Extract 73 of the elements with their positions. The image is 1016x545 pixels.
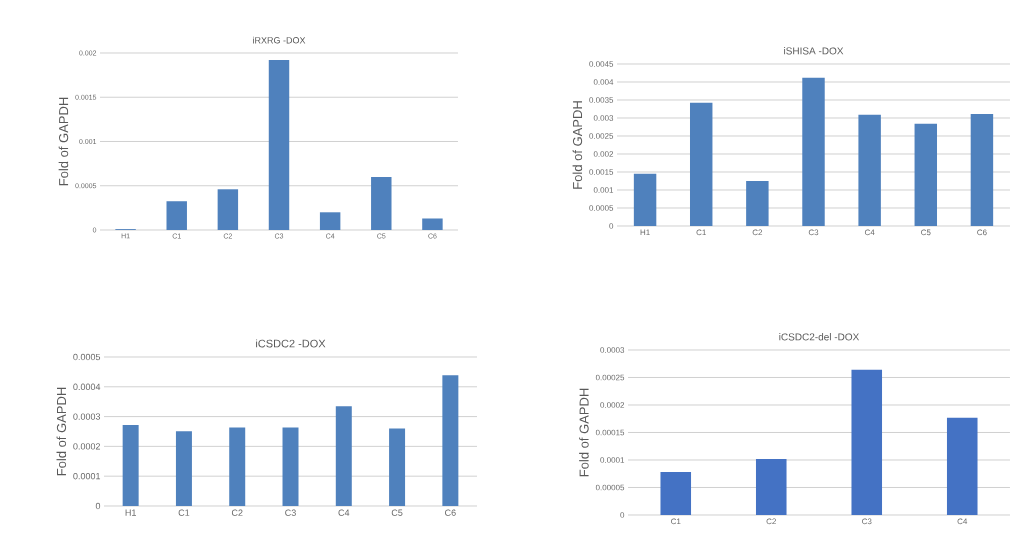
y-tick-label: 0.0005	[589, 205, 614, 211]
y-tick-label: 0.00005	[595, 484, 625, 491]
y-tick-label: 0.0001	[600, 457, 625, 463]
bar	[282, 427, 299, 506]
y-tick-label: 0.00025	[595, 374, 625, 381]
y-tick-label: 0.0003	[73, 413, 101, 420]
x-tick-label: C4	[864, 229, 875, 236]
x-tick-label: C6	[445, 509, 456, 516]
x-tick-label: C4	[338, 509, 350, 516]
y-tick-label: 0.003	[593, 115, 614, 121]
bar	[175, 431, 192, 506]
bar	[689, 102, 713, 226]
x-tick-label: C3	[285, 509, 296, 516]
bar	[660, 472, 692, 515]
y-tick-label: 0.0035	[589, 97, 614, 103]
bar	[217, 189, 239, 230]
x-tick-label: C1	[696, 229, 706, 236]
x-tick-label: C4	[957, 518, 968, 525]
chart-title: iSHISA -DOX	[784, 47, 844, 55]
y-tick-label: 0	[609, 223, 614, 229]
bar	[858, 114, 881, 226]
x-tick-label: C2	[766, 518, 776, 525]
x-tick-label: H1	[640, 229, 650, 236]
y-tick-label: 0.0045	[589, 61, 614, 67]
y-tick-label: 0.0005	[73, 353, 101, 361]
y-tick-label: 0.0002	[600, 402, 625, 408]
bar	[422, 218, 443, 230]
bar	[389, 428, 406, 506]
bar	[946, 417, 978, 515]
y-tick-label: 0	[95, 502, 101, 510]
bar	[319, 212, 341, 230]
bar	[335, 406, 352, 506]
bar	[755, 458, 787, 515]
y-tick-label: 0.0004	[73, 383, 101, 390]
chart-title: iCSDC2-del -DOX	[779, 333, 860, 341]
y-tick-label: 0.00015	[595, 429, 625, 436]
bar	[442, 375, 459, 506]
y-tick-label: 0.0002	[73, 443, 101, 450]
bar	[914, 123, 938, 226]
y-tick-label: 0.002	[593, 151, 614, 157]
x-tick-label: C1	[178, 509, 190, 516]
y-axis-title: Fold of GAPDH	[58, 97, 69, 186]
bar	[229, 427, 246, 506]
x-tick-label: C5	[391, 509, 403, 516]
bar	[268, 60, 290, 230]
x-tick-label: C2	[231, 509, 243, 516]
x-tick-label: C6	[977, 229, 987, 236]
y-axis-title: Fold of GAPDH	[572, 101, 583, 189]
x-tick-label: C3	[862, 518, 872, 525]
bar	[166, 201, 187, 230]
y-tick-label: 0.0015	[589, 169, 614, 175]
x-tick-label: C3	[808, 229, 819, 236]
y-tick-label: 0.0025	[589, 133, 614, 139]
y-tick-label: 0.004	[593, 79, 614, 85]
y-tick-label: 0.0001	[73, 473, 101, 480]
bar	[633, 173, 657, 226]
x-tick-label: C5	[921, 229, 931, 236]
y-tick-label: 0.0003	[600, 347, 625, 353]
bar	[970, 114, 994, 226]
y-axis-title: Fold of GAPDH	[56, 387, 67, 476]
chart-title: iRXRG -DOX	[253, 36, 306, 44]
bar	[371, 176, 392, 230]
chart-title: iCSDC2 -DOX	[256, 339, 326, 348]
x-tick-label: H1	[125, 509, 136, 516]
bar	[122, 424, 139, 506]
y-axis-title: Fold of GAPDH	[579, 388, 589, 477]
y-tick-label: 0	[620, 512, 625, 518]
bar	[802, 77, 825, 226]
x-tick-label: C1	[671, 518, 681, 525]
y-tick-label: 0.001	[593, 187, 614, 193]
bar	[746, 180, 769, 226]
x-tick-label: C2	[752, 229, 763, 236]
bar	[851, 369, 883, 515]
